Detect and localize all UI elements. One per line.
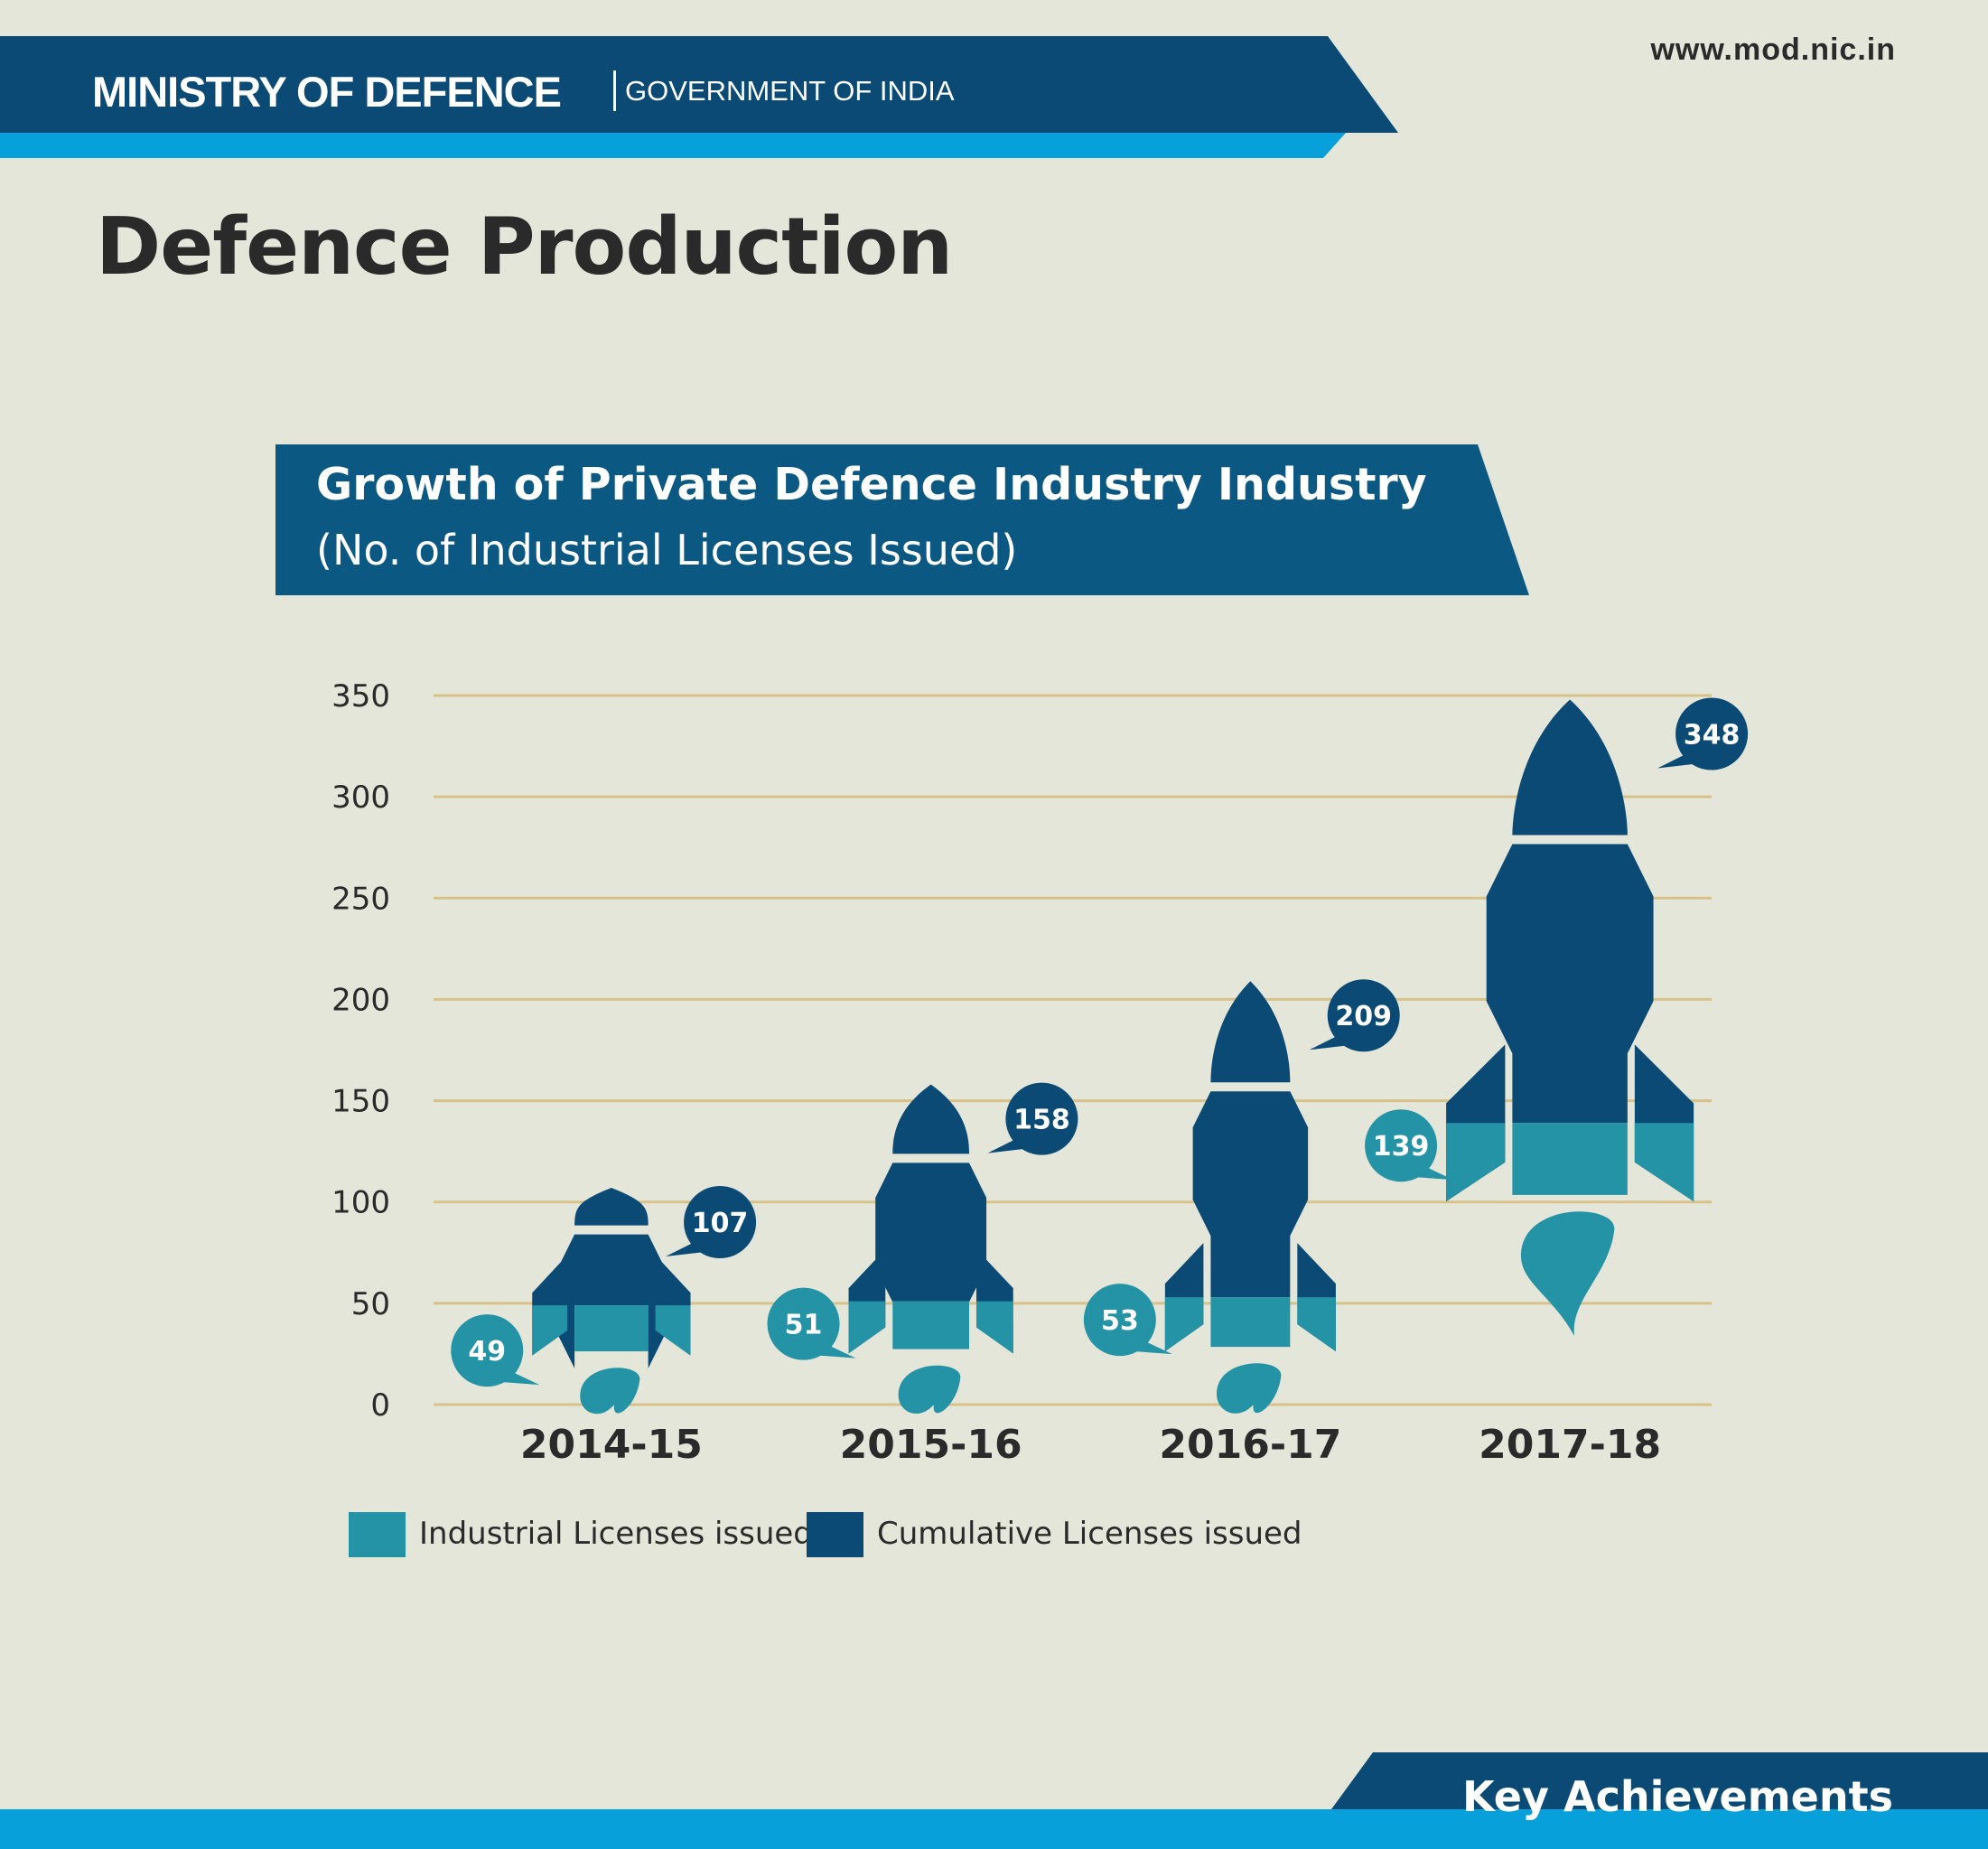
chart-area: 0 50 100 150 200 250 300 350 107 49 2014-15 158 51 20… [331,678,1749,1468]
bar-industrial [1512,1123,1628,1195]
x-tick-label: 2017-18 [1479,1422,1661,1468]
data-label-industrial: 49 [468,1336,506,1368]
rocket-nose [892,1084,969,1154]
chart-subtitle: (No. of Industrial Licenses Issued) [316,526,1018,574]
rocket-flame [898,1365,961,1415]
legend-label-industrial: Industrial Licenses issued [419,1516,813,1552]
y-tick-label: 300 [331,780,390,816]
header-separator [613,70,616,111]
footer-stripe [0,1809,1988,1849]
y-tick-label: 350 [331,678,390,714]
y-tick-label: 100 [331,1185,390,1221]
label-bubble [451,1314,524,1387]
footer-banner [0,1752,1988,1849]
label-bubble [1675,697,1749,770]
legend-label-cumulative: Cumulative Licenses issued [877,1516,1302,1552]
label-bubble [1327,979,1400,1052]
label-bubble [1005,1082,1078,1155]
page-title: Defence Production [96,201,953,293]
y-tick-label: 0 [370,1387,390,1424]
legend-swatch-industrial [349,1512,406,1557]
bar-cumulative [557,1234,665,1368]
label-bubble [767,1287,840,1360]
label-bubble [1083,1284,1156,1357]
website-link[interactable]: www.mod.nic.in [1650,33,1896,67]
y-tick-label: 200 [331,982,390,1018]
rocket-fin-lower [1164,1297,1204,1352]
bar-industrial [574,1305,649,1352]
label-bubble [684,1186,757,1259]
rocket-fin-lower [848,1301,886,1354]
bar-industrial [892,1301,969,1349]
data-label-industrial: 53 [1101,1305,1139,1337]
bar-cumulative [1486,844,1654,1124]
rocket-nose [1512,699,1628,836]
label-bubble [1365,1109,1438,1182]
rocket-nose [1210,981,1291,1083]
rocket-fin-lower [975,1301,1013,1354]
data-label-cumulative: 107 [692,1208,749,1239]
rocket-fin-lower [1634,1123,1694,1202]
rocket-fin-lower [1446,1123,1506,1202]
data-label-cumulative: 348 [1684,719,1741,751]
y-tick-label: 150 [331,1084,390,1120]
data-label-industrial: 51 [785,1310,823,1341]
x-tick-label: 2015-16 [840,1422,1022,1468]
government-name: GOVERNMENT OF INDIA [625,75,955,107]
y-tick-label: 250 [331,881,390,917]
key-achievements-label: Key Achievements [1461,1772,1893,1821]
data-label-cumulative: 158 [1013,1105,1070,1136]
y-tick-label: 50 [351,1286,390,1322]
data-label-industrial: 139 [1373,1131,1430,1163]
rocket-fin-lower [655,1305,691,1356]
rocket-fin-lower [532,1305,568,1356]
chart-title: Growth of Private Defence Industry Indus… [316,459,1427,510]
chart-title-banner [275,444,1529,595]
rocket-flame [1520,1211,1615,1336]
rocket-flame [1217,1363,1282,1414]
footer-tab [1331,1752,1988,1809]
header-band [0,36,1398,133]
bar-cumulative [1192,1091,1309,1298]
header-accent-stripe [0,133,1346,158]
rocket-flame [580,1368,640,1415]
rocket-fin-lower [1297,1297,1336,1352]
bar-industrial [1210,1297,1291,1348]
rocket-nose [574,1188,649,1226]
x-tick-label: 2014-15 [520,1422,703,1468]
legend-swatch-cumulative [807,1512,863,1557]
x-tick-label: 2016-17 [1159,1422,1341,1468]
header-banner [0,36,1398,158]
bar-cumulative [875,1163,987,1303]
ministry-name: MINISTRY OF DEFENCE [92,68,562,116]
data-label-cumulative: 209 [1335,1001,1392,1032]
